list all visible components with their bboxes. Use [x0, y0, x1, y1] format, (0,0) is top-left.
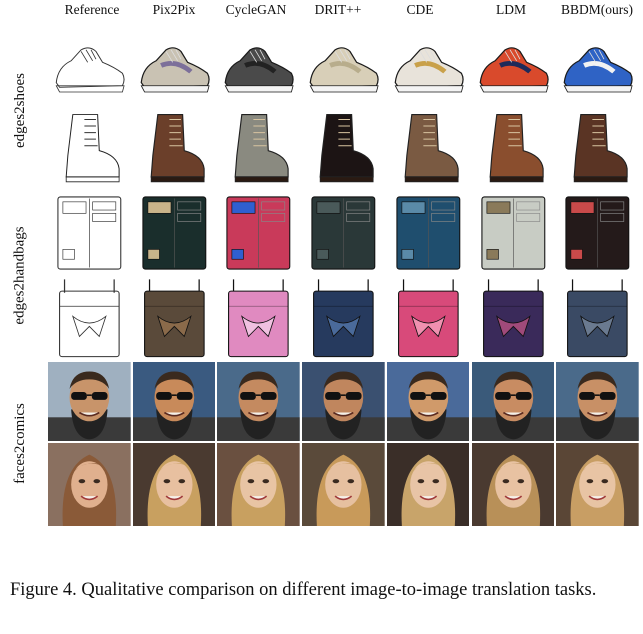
image-bag-cyclegan — [217, 276, 301, 360]
image-wallet-pix2pix — [132, 192, 216, 274]
image-man-pix2pix — [132, 362, 216, 441]
image-woman-pix2pix — [132, 443, 216, 526]
image-woman-cyclegan — [217, 443, 301, 526]
image-boot-drit — [302, 108, 385, 190]
image-wallet-cyclegan — [217, 192, 301, 274]
figure-caption: Figure 4. Qualitative comparison on diff… — [10, 580, 597, 600]
image-shoe-reference — [48, 28, 131, 106]
column-header-ldm: LDM — [496, 2, 526, 17]
image-wallet-drit — [302, 192, 385, 274]
image-woman-ldm — [471, 443, 555, 526]
image-man-ldm — [471, 362, 555, 441]
image-bag-bbdmours — [556, 276, 639, 360]
image-shoe-cde — [386, 28, 470, 106]
image-boot-bbdmours — [556, 108, 639, 190]
comparison-image-grid — [48, 28, 641, 528]
image-wallet-cde — [386, 192, 470, 274]
image-man-cde — [386, 362, 470, 441]
image-bag-reference — [48, 276, 131, 360]
image-wallet-reference — [48, 192, 131, 274]
image-shoe-pix2pix — [132, 28, 216, 106]
column-header-bbdm: BBDM(ours) — [560, 2, 633, 17]
image-shoe-ldm — [471, 28, 555, 106]
image-boot-cde — [386, 108, 470, 190]
image-shoe-drit — [302, 28, 385, 106]
image-man-cyclegan — [217, 362, 301, 441]
image-woman-cde — [386, 443, 470, 526]
image-shoe-bbdmours — [556, 28, 639, 106]
image-bag-pix2pix — [132, 276, 216, 360]
image-boot-cyclegan — [217, 108, 301, 190]
image-man-reference — [48, 362, 131, 441]
image-shoe-cyclegan — [217, 28, 301, 106]
row-label-faces2comics: faces2comics — [11, 402, 28, 484]
row-label-edges2handbags: edges2handbags — [11, 225, 28, 325]
column-header-dritpp: DRIT++ — [314, 2, 362, 17]
image-wallet-ldm — [471, 192, 555, 274]
image-boot-reference — [48, 108, 131, 190]
column-header-cyclegan: CycleGAN — [225, 2, 287, 17]
image-wallet-bbdmours — [556, 192, 639, 274]
image-boot-ldm — [471, 108, 555, 190]
column-header-reference: Reference — [64, 2, 120, 17]
image-woman-drit — [302, 443, 385, 526]
image-man-drit — [302, 362, 385, 441]
image-man-bbdmours — [556, 362, 639, 441]
column-header-pix2pix: Pix2Pix — [152, 2, 196, 17]
row-label-edges2shoes: edges2shoes — [11, 72, 28, 148]
image-woman-reference — [48, 443, 131, 526]
image-boot-pix2pix — [132, 108, 216, 190]
column-header-cde: CDE — [406, 2, 434, 17]
image-bag-ldm — [471, 276, 555, 360]
image-woman-bbdmours — [556, 443, 639, 526]
image-bag-cde — [386, 276, 470, 360]
image-bag-drit — [302, 276, 385, 360]
